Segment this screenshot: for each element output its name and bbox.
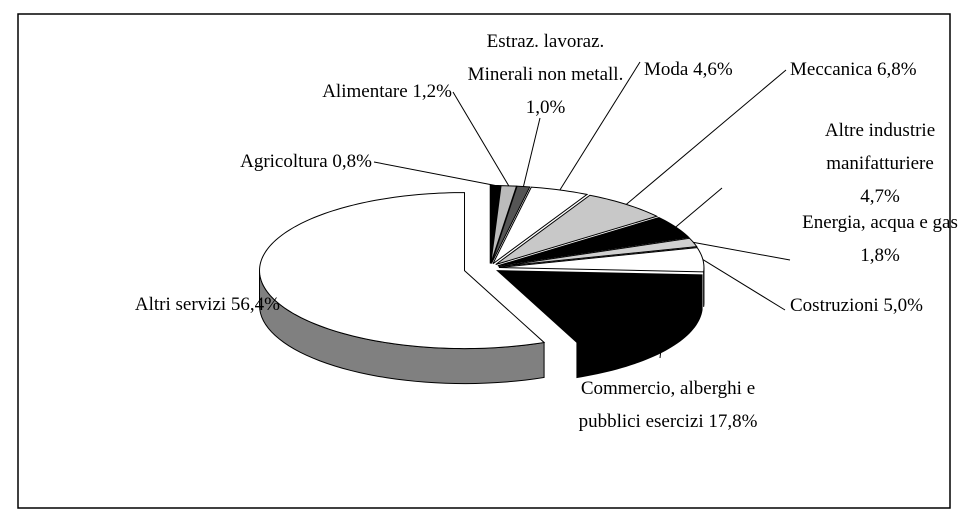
slice-label: Energia, acqua e gas 1,8% [800,206,960,272]
value-label: 5,0% [883,295,923,316]
slice [490,185,531,264]
value-label: 6,8% [877,59,917,80]
slice [498,237,698,268]
value-label: 1,0% [525,97,566,118]
value-label: 1,2% [412,81,452,102]
value-label: 0,8% [332,151,372,172]
value-label: 4,7% [860,186,900,207]
slice-label: Altre industrie manifatturiere 4,7% [805,114,955,213]
slice-label: Estraz. lavoraz. Minerali non metall. 1,… [458,25,633,124]
value-label: 1,8% [860,245,900,266]
leader-line [522,117,541,187]
category-name: Costruzioni [790,295,879,316]
slice [259,192,546,350]
leader-line [625,69,787,205]
slice-label: Agricoltura 0,8% [190,145,372,178]
frame [17,13,951,509]
leader-line [559,61,641,191]
value-label: 4,6% [693,59,733,80]
value-label: 56,4% [230,294,280,315]
slice-label: Alimentare 1,2% [270,75,452,108]
category-name: Energia, acqua e gas [802,212,958,233]
slice-label: Costruzioni 5,0% [790,289,960,322]
category-name: Estraz. lavoraz. Minerali non metall. [467,31,624,85]
category-name: Altri servizi [134,294,227,315]
slice-label: Altri servizi 56,4% [60,288,280,321]
leader-line [452,91,510,187]
value-label: 17,8% [708,411,758,432]
category-name: Moda [644,59,689,80]
slice [496,270,703,344]
category-name: Commercio, alberghi e pubblici esercizi [578,378,756,432]
category-name: Agricoltura [240,151,328,172]
slice-label: Meccanica 6,8% [790,53,940,86]
category-name: Meccanica [790,59,873,80]
leader-line [693,241,791,261]
slice [498,247,705,273]
leader-line [702,259,786,311]
category-name: Alimentare [322,81,408,102]
slice-label: Commercio, alberghi e pubblici esercizi … [572,372,764,438]
slice-label: Moda 4,6% [644,53,764,86]
leader-line [373,161,496,187]
leader-line [659,315,666,359]
leader-line [675,187,723,228]
category-name: Altre industrie manifatturiere [824,120,936,174]
